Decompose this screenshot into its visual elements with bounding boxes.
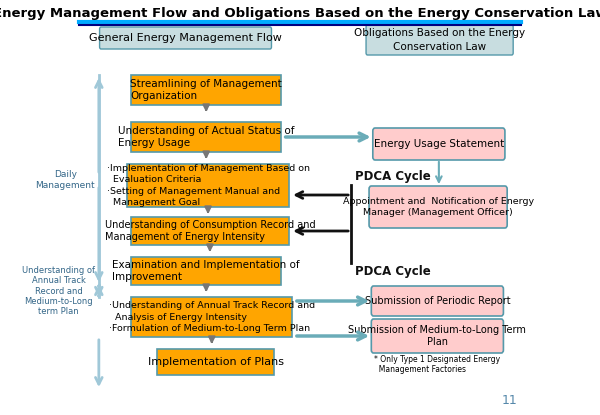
Text: Examination and Implementation of
Improvement: Examination and Implementation of Improv… (112, 260, 300, 282)
FancyBboxPatch shape (131, 257, 281, 285)
Text: Understanding of Actual Status of
Energy Usage: Understanding of Actual Status of Energy… (118, 126, 295, 148)
Text: PDCA Cycle: PDCA Cycle (355, 170, 431, 183)
FancyBboxPatch shape (131, 75, 281, 105)
Text: Submission of Medium-to-Long Term
Plan: Submission of Medium-to-Long Term Plan (349, 325, 526, 347)
Text: ·Implementation of Management Based on
  Evaluation Criteria
·Setting of Managem: ·Implementation of Management Based on E… (107, 164, 310, 207)
Text: Energy Management Flow and Obligations Based on the Energy Conservation Law: Energy Management Flow and Obligations B… (0, 7, 600, 20)
FancyBboxPatch shape (131, 122, 281, 152)
Text: * Only Type 1 Designated Energy
  Management Factories: * Only Type 1 Designated Energy Manageme… (374, 355, 500, 374)
Text: 11: 11 (502, 394, 518, 407)
FancyBboxPatch shape (366, 25, 513, 55)
FancyBboxPatch shape (157, 349, 274, 375)
Text: Daily
Management: Daily Management (35, 170, 95, 190)
Text: Appointment and  Notification of Energy
Manager (Management Officer): Appointment and Notification of Energy M… (343, 197, 533, 217)
Text: Obligations Based on the Energy
Conservation Law: Obligations Based on the Energy Conserva… (354, 28, 525, 51)
Text: Energy Usage Statement: Energy Usage Statement (374, 139, 504, 149)
FancyBboxPatch shape (373, 128, 505, 160)
Text: Understanding of
Annual Track
Record and
Medium-to-Long
term Plan: Understanding of Annual Track Record and… (22, 266, 95, 316)
Text: Understanding of Consumption Record and
Management of Energy Intensity: Understanding of Consumption Record and … (104, 220, 315, 242)
FancyBboxPatch shape (100, 27, 271, 49)
FancyBboxPatch shape (127, 164, 289, 207)
FancyBboxPatch shape (131, 217, 289, 245)
Text: PDCA Cycle: PDCA Cycle (355, 265, 431, 278)
Text: Streamlining of Management
Organization: Streamlining of Management Organization (130, 79, 282, 101)
Text: Submission of Periodic Report: Submission of Periodic Report (365, 296, 510, 306)
Text: ·Understanding of Annual Track Record and
  Analysis of Energy Intensity
·Formul: ·Understanding of Annual Track Record an… (109, 301, 315, 332)
FancyBboxPatch shape (131, 297, 292, 337)
Text: General Energy Management Flow: General Energy Management Flow (89, 33, 281, 43)
FancyBboxPatch shape (371, 286, 503, 316)
Text: Implementation of Plans: Implementation of Plans (148, 357, 284, 367)
FancyBboxPatch shape (371, 319, 503, 353)
FancyBboxPatch shape (369, 186, 507, 228)
